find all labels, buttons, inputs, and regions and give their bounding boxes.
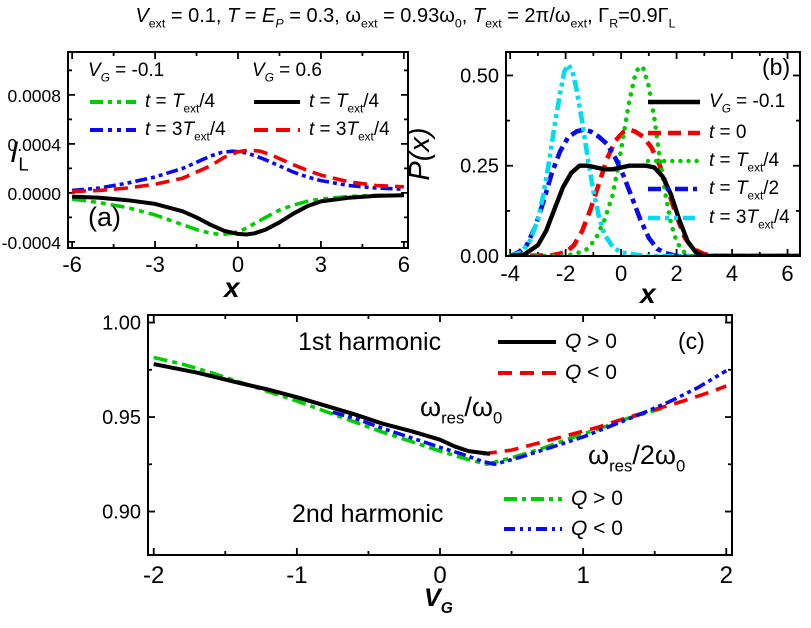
first-harmonic-label: 1st harmonic	[298, 328, 442, 356]
x-tick-label: -2	[143, 562, 164, 589]
legend-line-sample	[648, 186, 700, 192]
legend-label: Q < 0	[571, 517, 623, 540]
panel-a-y-axis-label: IL	[10, 136, 29, 175]
x-tick-label: 4	[726, 261, 738, 286]
series-vg-0-1	[509, 163, 799, 255]
plot-frame	[67, 51, 409, 249]
x-tick-label: 2	[670, 261, 682, 286]
legend-label: t = Text/4	[309, 91, 380, 116]
panel-a-plot: -6 -3 0 3 6 -0.0004 0.0000 0.0004 0.0008	[2, 51, 410, 277]
legend-row: Q > 0	[502, 487, 623, 511]
figure-title: Vext = 0.1, T = EP = 0.3, ωext = 0.93ω0,…	[135, 5, 676, 31]
x-tick-label: 0	[615, 261, 627, 286]
panel-b-plot: -4 -2 0 2 4 6 0.00 0.25 0.50	[460, 51, 801, 286]
legend-line-sample	[498, 371, 556, 375]
series-1st-harmonic-q-0	[482, 384, 727, 456]
omega-res-over-2omega0-label: ωres/2ω0	[588, 440, 686, 476]
legend-label: t = 0	[709, 122, 747, 143]
panel-b-letter: (b)	[762, 54, 791, 80]
legend-label: VG = -0.1	[709, 91, 786, 116]
second-harmonic-label: 2nd harmonic	[292, 500, 444, 528]
legend-line-sample	[90, 100, 136, 104]
legend-line-sample	[90, 128, 136, 132]
legend-row: t = 3Text/4	[252, 119, 390, 144]
legend-line-sample	[646, 158, 702, 164]
panel-a-legend-group1-title: VG = -0.1	[88, 60, 165, 85]
panel-a-x-axis-label: x	[224, 272, 240, 303]
series-2nd-harmonic-q-0	[332, 369, 728, 467]
x-tick-label: -1	[286, 562, 307, 589]
series-vg-0-1-t-text-4	[71, 193, 404, 237]
legend-row: Q < 0	[496, 361, 617, 385]
legend-row: t = 0	[646, 122, 747, 144]
series-t-text-2	[509, 127, 799, 255]
x-tick-label: -3	[145, 252, 165, 277]
legend-label: t = Text/2	[709, 178, 780, 203]
legend-line-sample	[648, 99, 700, 105]
x-tick-label: -4	[500, 261, 520, 286]
legend-label: Q > 0	[565, 330, 617, 353]
y-tick-label: 0.25	[460, 156, 499, 178]
legend-label: t = 3Text/4	[309, 119, 390, 144]
series-vg-0-1-t-3text-4	[71, 149, 404, 193]
legend-line-sample	[254, 100, 300, 104]
y-tick-label: 0.0004	[7, 135, 61, 155]
legend-line-sample	[504, 497, 562, 501]
x-tick-label: -6	[62, 252, 82, 277]
x-tick-label: 2	[720, 562, 733, 589]
legend-row: t = Text/2	[646, 178, 780, 203]
legend-row: t = 3Text/4	[88, 119, 226, 144]
y-tick-label: 0.0000	[7, 184, 61, 204]
legend-line-sample	[254, 128, 300, 132]
y-tick-label: 0.90	[102, 502, 141, 524]
series-vg-0-6-t-text-4	[72, 193, 404, 237]
legend-line-sample	[648, 215, 700, 221]
series-t-3text-4	[509, 62, 799, 255]
x-tick-label: -2	[556, 261, 576, 286]
panel-c-x-axis-label: VG	[424, 584, 453, 617]
legend-line-sample	[504, 527, 562, 531]
x-tick-label: 0	[433, 562, 446, 589]
legend-label: t = 3Text/4	[709, 207, 790, 232]
x-tick-label: 1	[576, 562, 589, 589]
y-tick-label: 0.0008	[7, 86, 61, 106]
x-tick-label: 3	[315, 252, 327, 277]
legend-row: t = Text/4	[252, 91, 380, 116]
panel-a-legend-group2-title: VG = 0.6	[252, 60, 322, 85]
y-tick-label: -0.0004	[2, 233, 62, 253]
series-t-text-4	[508, 64, 799, 255]
series-1st-harmonic-q-0	[153, 362, 491, 456]
panel-c-plot: -2 -1 0 1 2 0.90 0.95 1.00	[102, 313, 733, 589]
legend-label: t = Text/4	[709, 150, 780, 175]
panel-b-y-axis-label: P(x)	[404, 127, 436, 181]
x-tick-label: 0	[232, 252, 244, 277]
panel-c-letter: (c)	[678, 328, 705, 354]
legend-row: Q < 0	[502, 517, 623, 541]
legend-label: t = 3Text/4	[145, 119, 226, 144]
legend-row: t = Text/4	[88, 91, 216, 116]
y-tick-label: 0.00	[460, 246, 499, 268]
legend-label: t = Text/4	[145, 91, 216, 116]
legend-row: t = Text/4	[646, 150, 780, 175]
panel-a-letter: (a)	[88, 202, 121, 232]
x-tick-label: 6	[398, 252, 410, 277]
x-tick-label: 6	[781, 261, 793, 286]
panel-b-x-axis-label: x	[640, 278, 656, 309]
legend-row: Q > 0	[496, 330, 617, 354]
series-vg-0-6-t-3text-4	[72, 148, 404, 194]
plot-frame	[505, 51, 801, 257]
legend-label: Q < 0	[565, 361, 617, 384]
plot-frame	[147, 314, 733, 556]
legend-row: VG = -0.1	[646, 91, 786, 116]
y-tick-label: 1.00	[102, 313, 141, 335]
legend-line-sample	[648, 130, 700, 136]
legend-line-sample	[498, 340, 556, 344]
y-tick-label: 0.50	[460, 65, 499, 87]
legend-row: t = 3Text/4	[646, 207, 790, 232]
omega-res-over-omega0-label: ωres/ω0	[420, 392, 503, 428]
y-tick-label: 0.95	[102, 407, 141, 429]
legend-label: Q > 0	[571, 487, 623, 510]
